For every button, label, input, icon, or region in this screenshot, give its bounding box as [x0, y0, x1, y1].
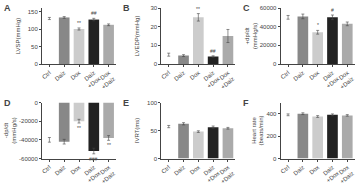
svg-text:Dox+Daiz: Dox+Daiz	[95, 164, 116, 185]
svg-text:0: 0	[154, 156, 158, 162]
svg-text:50: 50	[150, 128, 157, 134]
svg-text:**: **	[77, 125, 81, 131]
svg-text:Dox: Dox	[70, 164, 82, 175]
svg-text:Ctrl: Ctrl	[160, 164, 171, 175]
svg-text:100: 100	[28, 26, 39, 32]
svg-text:Daiz: Daiz	[173, 70, 186, 82]
svg-text:*: *	[317, 22, 319, 28]
svg-text:Daiz: Daiz	[292, 70, 305, 82]
svg-text:Daiz+Dox: Daiz+Dox	[82, 70, 102, 90]
svg-text:0: 0	[273, 156, 277, 162]
svg-text:Daiz+Dox: Daiz+Dox	[201, 164, 221, 184]
svg-text:-40000: -40000	[19, 137, 38, 143]
svg-text:LVEDP(mmHg): LVEDP(mmHg)	[134, 16, 140, 57]
svg-text:50: 50	[31, 44, 38, 50]
svg-text:###: ###	[89, 156, 98, 162]
svg-text:-dp/dt(mmHg/s): -dp/dt(mmHg/s)	[3, 117, 17, 143]
svg-text:Ctrl: Ctrl	[280, 70, 291, 81]
svg-text:B: B	[123, 3, 130, 13]
svg-text:A: A	[4, 3, 11, 13]
svg-text:100: 100	[147, 100, 158, 106]
svg-text:Daiz: Daiz	[292, 164, 305, 176]
svg-text:F: F	[243, 98, 249, 108]
svg-text:**: **	[107, 142, 111, 148]
svg-text:D: D	[4, 98, 11, 108]
svg-text:**: **	[196, 6, 200, 12]
svg-text:-20000: -20000	[19, 118, 38, 124]
svg-text:150: 150	[28, 9, 39, 15]
svg-text:-60000: -60000	[19, 156, 38, 162]
svg-text:0: 0	[273, 61, 277, 67]
svg-text:Dox: Dox	[308, 70, 320, 81]
svg-text:IVRT(ms): IVRT(ms)	[134, 118, 140, 144]
svg-text:Daiz+Dox: Daiz+Dox	[320, 70, 340, 90]
svg-text:Dox+Daiz: Dox+Daiz	[334, 164, 355, 185]
svg-text:Ctrl: Ctrl	[280, 164, 291, 175]
svg-text:Daiz+Dox: Daiz+Dox	[320, 164, 340, 184]
svg-text:20: 20	[150, 24, 157, 30]
svg-text:60000: 60000	[260, 5, 277, 11]
svg-text:Heart rate(beats/min): Heart rate(beats/min)	[251, 115, 265, 145]
svg-text:200: 200	[266, 133, 277, 139]
svg-text:Daiz: Daiz	[173, 164, 186, 176]
svg-text:Dox+Daiz: Dox+Daiz	[215, 164, 236, 185]
svg-text:Dox: Dox	[189, 70, 201, 81]
svg-text:Dox+Daiz: Dox+Daiz	[215, 70, 236, 91]
svg-text:LVSP(mmHg): LVSP(mmHg)	[15, 18, 21, 55]
svg-text:+dp/dt(mmHg/s): +dp/dt(mmHg/s)	[244, 23, 258, 49]
svg-text:Daiz: Daiz	[54, 164, 67, 176]
svg-text:E: E	[123, 98, 129, 108]
svg-text:Ctrl: Ctrl	[41, 70, 52, 81]
svg-text:Daiz: Daiz	[54, 70, 67, 82]
svg-text:30: 30	[150, 5, 157, 11]
svg-text:Dox: Dox	[70, 70, 82, 81]
svg-text:**: **	[77, 20, 81, 26]
svg-text:0: 0	[154, 61, 158, 67]
svg-text:C: C	[243, 3, 250, 13]
svg-text:Daiz+Dox: Daiz+Dox	[82, 164, 102, 184]
svg-text:10: 10	[150, 42, 157, 48]
svg-text:Dox+Daiz: Dox+Daiz	[95, 70, 116, 91]
svg-text:##: ##	[210, 48, 216, 54]
svg-text:400: 400	[266, 111, 277, 117]
svg-text:0: 0	[34, 61, 38, 67]
svg-text:Dox+Daiz: Dox+Daiz	[334, 70, 355, 91]
svg-text:Daiz+Dox: Daiz+Dox	[201, 70, 221, 90]
svg-text:#: #	[331, 7, 334, 13]
svg-text:40000: 40000	[260, 24, 277, 30]
svg-text:Dox: Dox	[189, 164, 201, 175]
svg-text:Ctrl: Ctrl	[41, 164, 52, 175]
svg-text:20000: 20000	[260, 42, 277, 48]
svg-text:Dox: Dox	[308, 164, 320, 175]
svg-text:Ctrl: Ctrl	[160, 70, 171, 81]
svg-text:0: 0	[34, 100, 38, 106]
svg-text:##: ##	[91, 10, 97, 16]
